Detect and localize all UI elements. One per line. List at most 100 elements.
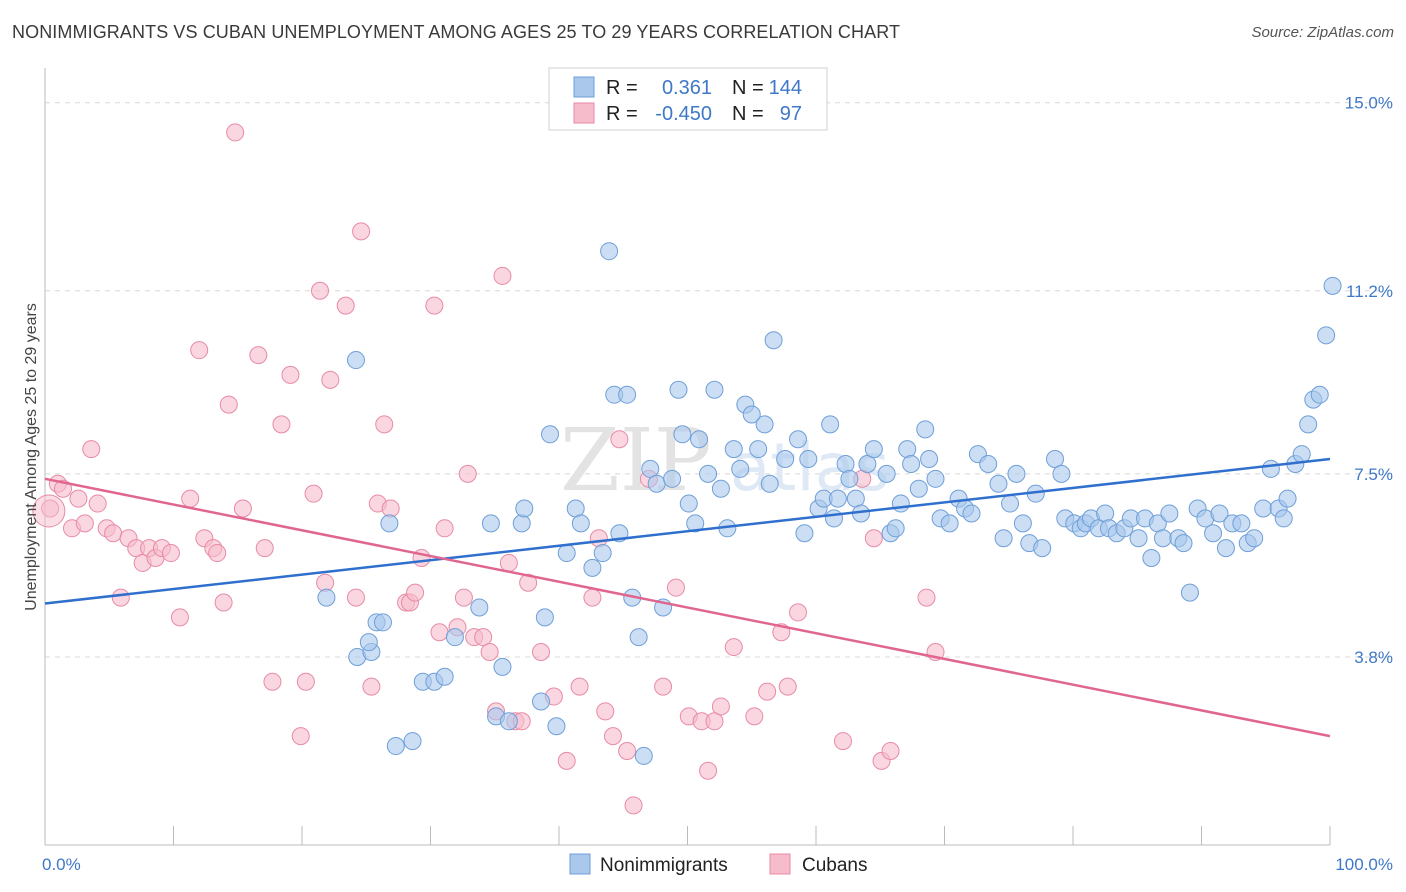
point-nonimmigrants [799, 450, 818, 469]
point-cubans [699, 761, 718, 780]
point-cubans [82, 440, 101, 459]
source-label: Source: ZipAtlas.com [1251, 24, 1394, 41]
point-nonimmigrants [1216, 539, 1235, 558]
point-nonimmigrants [1261, 459, 1280, 478]
point-nonimmigrants [571, 514, 590, 533]
point-nonimmigrants [699, 464, 718, 483]
point-nonimmigrants [1204, 524, 1223, 543]
point-nonimmigrants [1160, 504, 1179, 523]
point-cubans [181, 489, 200, 508]
bottom-legend-swatch-nonimmigrants [569, 853, 591, 875]
point-nonimmigrants [821, 415, 840, 434]
point-cubans [917, 588, 936, 607]
point-nonimmigrants [512, 514, 531, 533]
point-nonimmigrants [541, 425, 560, 444]
point-nonimmigrants [499, 712, 518, 731]
point-nonimmigrants [673, 425, 692, 444]
legend-n-label: N = [732, 77, 764, 99]
point-nonimmigrants [679, 494, 698, 513]
point-nonimmigrants [1245, 529, 1264, 548]
point-nonimmigrants [940, 514, 959, 533]
point-nonimmigrants [359, 633, 378, 652]
point-cubans [666, 578, 685, 597]
point-nonimmigrants [858, 454, 877, 473]
point-cubans [190, 341, 209, 360]
point-nonimmigrants [1142, 548, 1161, 567]
legend-swatch-cubans [573, 102, 595, 124]
point-cubans [745, 707, 764, 726]
point-cubans [724, 638, 743, 657]
point-nonimmigrants [755, 415, 774, 434]
point-cubans [603, 727, 622, 746]
legend-r-value: -0.450 [655, 103, 712, 125]
point-nonimmigrants [1323, 276, 1342, 295]
point-nonimmigrants [1180, 583, 1199, 602]
point-cubans [570, 677, 589, 696]
bottom-legend-nonimmigrants: Nonimmigrants [600, 855, 728, 876]
point-nonimmigrants [742, 405, 761, 424]
point-nonimmigrants [711, 479, 730, 498]
point-nonimmigrants [898, 440, 917, 459]
legend-r-value: 0.361 [662, 77, 712, 99]
point-nonimmigrants [493, 657, 512, 676]
point-nonimmigrants [1033, 539, 1052, 558]
point-nonimmigrants [902, 454, 921, 473]
point-nonimmigrants [824, 509, 843, 528]
trend-line-cubans [44, 477, 1331, 738]
legend-r-label: R = [606, 103, 638, 125]
point-nonimmigrants [916, 420, 935, 439]
point-nonimmigrants [690, 430, 709, 449]
point-nonimmigrants [435, 667, 454, 686]
point-cubans [557, 751, 576, 770]
point-cubans [346, 588, 365, 607]
point-cubans [88, 494, 107, 513]
point-nonimmigrants [1210, 504, 1229, 523]
y-axis-label: Unemployment Among Ages 25 to 29 years [23, 303, 40, 611]
y-tick-label: 3.8% [1354, 648, 1393, 667]
point-cubans [272, 415, 291, 434]
point-cubans [352, 222, 371, 241]
point-nonimmigrants [724, 440, 743, 459]
point-nonimmigrants [1310, 385, 1329, 404]
point-cubans [75, 514, 94, 533]
point-cubans [519, 573, 538, 592]
point-nonimmigrants [926, 469, 945, 488]
point-nonimmigrants [1278, 489, 1297, 508]
point-nonimmigrants [373, 613, 392, 632]
point-cubans [281, 365, 300, 384]
point-cubans [430, 623, 449, 642]
point-nonimmigrants [1153, 529, 1172, 548]
point-nonimmigrants [593, 544, 612, 563]
point-cubans [425, 296, 444, 315]
point-nonimmigrants [789, 430, 808, 449]
point-nonimmigrants [386, 737, 405, 756]
point-nonimmigrants [1007, 464, 1026, 483]
point-nonimmigrants [634, 746, 653, 765]
point-nonimmigrants [836, 454, 855, 473]
point-cubans [618, 741, 637, 760]
point-cubans [304, 484, 323, 503]
point-nonimmigrants [535, 608, 554, 627]
point-nonimmigrants [618, 385, 637, 404]
point-nonimmigrants [515, 499, 534, 518]
point-nonimmigrants [686, 514, 705, 533]
y-tick-label: 7.5% [1354, 465, 1393, 484]
chart-title: NONIMMIGRANTS VS CUBAN UNEMPLOYMENT AMON… [12, 22, 901, 42]
point-nonimmigrants [532, 692, 551, 711]
point-nonimmigrants [445, 628, 464, 647]
point-cubans [435, 519, 454, 538]
point-cubans [480, 643, 499, 662]
point-nonimmigrants [1317, 326, 1336, 345]
point-cubans [711, 697, 730, 716]
point-cubans [499, 553, 518, 572]
legend-n-label: N = [732, 103, 764, 125]
point-nonimmigrants [877, 464, 896, 483]
point-cubans [596, 702, 615, 721]
point-nonimmigrants [629, 628, 648, 647]
point-cubans [170, 608, 189, 627]
bottom-legend-swatch-cubans [769, 853, 791, 875]
point-nonimmigrants [795, 524, 814, 543]
point-nonimmigrants [380, 514, 399, 533]
legend-r-label: R = [606, 77, 638, 99]
point-nonimmigrants [764, 331, 783, 350]
